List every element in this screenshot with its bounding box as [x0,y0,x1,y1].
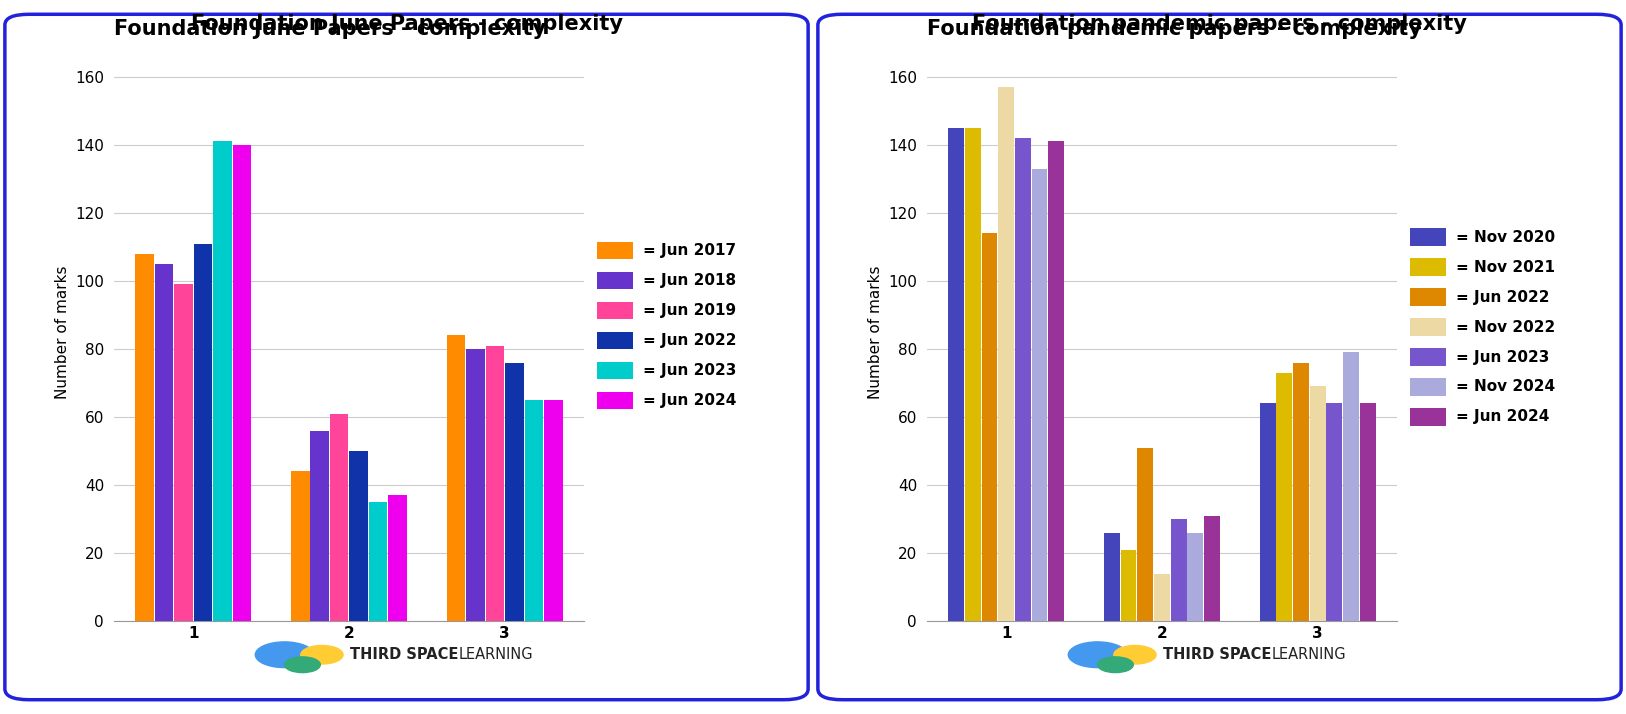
Text: Foundation June Papers - complexity: Foundation June Papers - complexity [114,19,546,39]
Bar [154,264,174,621]
Y-axis label: Number of marks: Number of marks [55,266,70,398]
Text: = Nov 2022: = Nov 2022 [1455,319,1554,335]
Bar [1137,448,1153,621]
Bar [213,141,231,621]
Bar [1120,550,1137,621]
Bar [525,400,543,621]
Text: Foundation pandemic papers - complexity: Foundation pandemic papers - complexity [972,14,1467,34]
Text: = Jun 2024: = Jun 2024 [642,393,737,408]
Text: LEARNING: LEARNING [1272,647,1346,663]
Bar [311,431,328,621]
Text: THIRD SPACE: THIRD SPACE [350,647,463,663]
Text: = Jun 2022: = Jun 2022 [642,333,737,348]
Bar [1276,373,1293,621]
Text: = Nov 2021: = Nov 2021 [1455,259,1554,275]
Text: = Jun 2017: = Jun 2017 [642,243,735,258]
Bar [1293,363,1309,621]
Bar [1171,519,1187,621]
Bar [447,336,465,621]
Bar [998,87,1015,621]
Y-axis label: Number of marks: Number of marks [868,266,883,398]
Text: = Jun 2023: = Jun 2023 [1455,349,1550,365]
Bar [1359,403,1376,621]
Bar [1343,353,1359,621]
Bar [1327,403,1343,621]
Text: = Jun 2022: = Jun 2022 [1455,289,1550,305]
Bar [1031,169,1047,621]
Text: Foundation pandemic papers - complexity: Foundation pandemic papers - complexity [927,19,1421,39]
Text: = Jun 2023: = Jun 2023 [642,363,737,378]
Text: = Nov 2020: = Nov 2020 [1455,229,1554,245]
Bar [1205,516,1220,621]
Bar [1049,141,1063,621]
Bar [486,346,504,621]
Text: = Jun 2018: = Jun 2018 [642,273,735,288]
Text: LEARNING: LEARNING [459,647,533,663]
Bar [1104,533,1120,621]
Text: THIRD SPACE: THIRD SPACE [1163,647,1276,663]
Text: = Nov 2024: = Nov 2024 [1455,379,1554,395]
Bar [174,284,192,621]
Bar [233,145,250,621]
Bar [330,413,348,621]
Bar [467,349,485,621]
Bar [350,451,367,621]
Bar [389,496,406,621]
Bar [1311,386,1325,621]
Bar [964,128,980,621]
Bar [1154,573,1169,621]
Bar [369,502,387,621]
Bar [1260,403,1275,621]
Bar [291,471,309,621]
Bar [982,233,997,621]
Bar [1015,138,1031,621]
Bar [193,243,211,621]
Bar [1187,533,1203,621]
Bar [545,400,563,621]
Text: Foundation June Papers - complexity: Foundation June Papers - complexity [190,14,623,34]
Text: = Jun 2024: = Jun 2024 [1455,409,1550,425]
Bar [948,128,964,621]
Text: = Jun 2019: = Jun 2019 [642,303,735,318]
Bar [135,253,154,621]
Bar [506,363,524,621]
